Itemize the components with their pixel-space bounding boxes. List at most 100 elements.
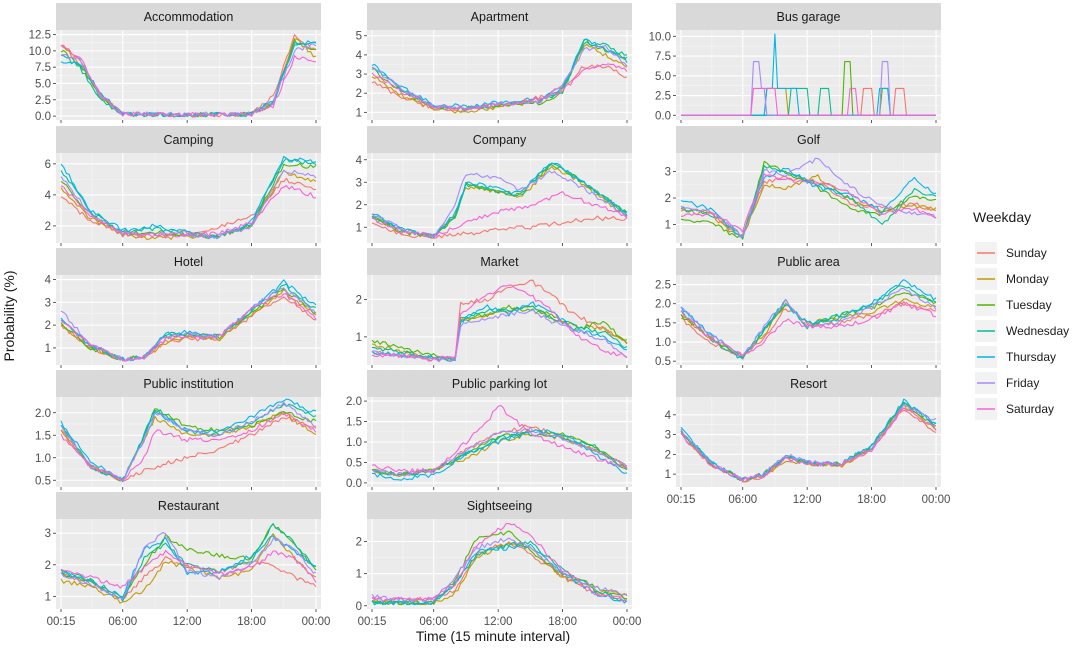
legend-label: Saturday (1006, 402, 1054, 416)
x-tick-label: 00:15 (667, 494, 696, 506)
series-line-saturday (60, 293, 317, 362)
y-tick-label: 0.5 (655, 356, 671, 368)
legend-title: Weekday (973, 209, 1031, 225)
y-tick-label: 7.5 (35, 62, 51, 74)
y-tick-label: 1.0 (35, 453, 51, 465)
series-line-saturday (680, 301, 937, 358)
x-tick-label: 06:00 (419, 616, 448, 628)
x-tick-label: 00:15 (47, 616, 76, 628)
y-tick-label: 2.5 (35, 95, 51, 107)
strip-label: Apartment (471, 10, 529, 24)
y-tick-label: 1.0 (655, 337, 671, 349)
series-line-friday (680, 287, 937, 357)
series-line-friday (60, 287, 317, 362)
panel-sightseeing: Sightseeing 0 1 2 00:15 06:00 12:00 18:00 00:00 (356, 492, 641, 628)
x-tick-label: 06:00 (728, 494, 757, 506)
series-line-monday (60, 533, 317, 604)
y-tick-label: 0.0 (655, 110, 671, 122)
legend-item-friday: Friday (975, 372, 1039, 394)
strip-label: Market (480, 255, 519, 269)
y-tick-label: 4 (665, 410, 672, 422)
series-line-sunday (60, 296, 317, 362)
panel-apartment: Apartment 1 2 3 4 5 (356, 3, 632, 123)
strip-label: Company (473, 133, 527, 147)
y-tick-label: 5.0 (35, 78, 51, 90)
series-line-thursday (371, 162, 628, 239)
strip-label: Accommodation (144, 10, 234, 24)
series-line-friday (60, 401, 317, 482)
y-tick-label: 4 (45, 190, 52, 202)
y-tick-label: 3 (356, 177, 362, 189)
legend-item-thursday: Thursday (975, 346, 1056, 368)
strip-background (56, 126, 321, 153)
series-line-saturday (371, 63, 628, 111)
y-tick-label: 1 (45, 343, 51, 355)
y-tick-label: 2.5 (655, 91, 671, 103)
legend-item-tuesday: Tuesday (975, 294, 1052, 316)
legend-item-sunday: Sunday (975, 242, 1047, 264)
strip-label: Sightseeing (467, 499, 532, 513)
strip-label: Golf (797, 133, 820, 147)
y-tick-label: 1 (665, 469, 671, 481)
y-tick-label: 2 (356, 537, 362, 549)
x-tick-label: 12:00 (793, 494, 822, 506)
series-line-friday (60, 43, 317, 117)
series-line-friday (371, 44, 628, 110)
series-line-friday (60, 532, 317, 600)
strip-label: Public parking lot (452, 377, 548, 391)
series-line-saturday (680, 173, 937, 233)
y-tick-label: 3 (665, 430, 671, 442)
legend: Weekday Sunday Monday Tuesday Wednesday Thur… (973, 209, 1069, 420)
panel-golf: Golf 1 2 3 (665, 126, 941, 246)
series-line-saturday (371, 191, 628, 237)
series-line-tuesday (371, 530, 628, 606)
plot-background (367, 519, 632, 609)
panel-company: Company 1 2 3 4 (356, 126, 632, 246)
y-tick-label: 4 (356, 155, 363, 167)
strip-background (56, 492, 321, 519)
x-tick-label: 18:00 (548, 616, 577, 628)
y-tick-label: 3 (45, 297, 51, 309)
series-line-friday (681, 61, 936, 116)
series-line-thursday (60, 155, 317, 240)
panel-restaurant: Restaurant 1 2 3 00:15 06:00 12:00 18:00 00:00 (45, 492, 331, 628)
y-tick-label: 1 (356, 332, 362, 344)
y-tick-label: 5 (356, 31, 362, 43)
y-tick-label: 1.0 (346, 437, 362, 449)
series-line-friday (371, 170, 628, 238)
series-line-friday (371, 309, 628, 363)
plot-background (367, 275, 632, 365)
series-line-sunday (371, 215, 628, 239)
strip-background (367, 370, 632, 397)
y-tick-label: 2 (45, 221, 51, 233)
plot-background (367, 153, 632, 243)
x-tick-label: 00:00 (302, 616, 331, 628)
series-line-saturday (680, 407, 937, 482)
panel-public-institution: Public institution 0.5 1.0 1.5 2.0 (35, 370, 321, 490)
series-line-saturday (60, 185, 317, 239)
strip-background (367, 492, 632, 519)
legend-label: Monday (1006, 272, 1049, 286)
y-tick-label: 1 (356, 222, 362, 234)
series-line-saturday (371, 404, 628, 474)
strip-label: Restaurant (158, 499, 220, 513)
strip-label: Public institution (143, 377, 233, 391)
series-line-friday (60, 169, 317, 239)
y-tick-label: 1.5 (346, 417, 362, 429)
series-line-friday (680, 403, 937, 483)
strip-label: Camping (163, 133, 213, 147)
y-tick-label: 2 (665, 193, 671, 205)
series-line-friday (680, 157, 937, 238)
legend-item-monday: Monday (975, 268, 1049, 290)
strip-background (676, 3, 941, 30)
y-tick-label: 2.5 (655, 280, 671, 292)
y-tick-label: 3 (356, 69, 362, 81)
series-line-saturday (60, 44, 317, 118)
y-tick-label: 0.5 (35, 475, 51, 487)
series-line-thursday (371, 543, 628, 606)
strip-label: Resort (790, 377, 827, 391)
series-line-saturday (60, 549, 317, 589)
y-tick-label: 10.0 (649, 31, 671, 43)
panel-resort: Resort 1 2 3 4 00:15 06:00 12:00 18:00 00:00 (665, 370, 950, 506)
y-tick-label: 0.5 (346, 457, 362, 469)
